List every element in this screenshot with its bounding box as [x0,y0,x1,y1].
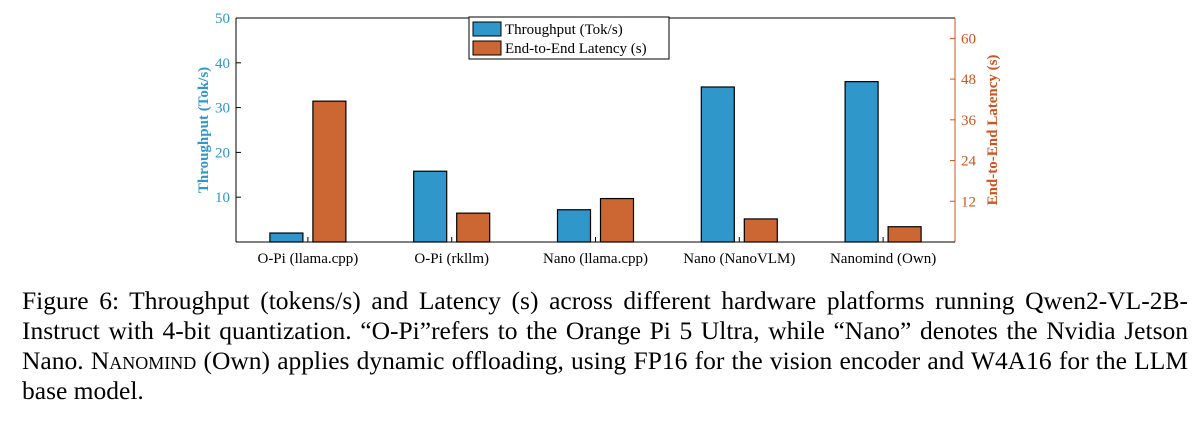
x-tick-label: Nanomind (Own) [830,251,936,267]
bar-throughput-1 [269,232,304,243]
x-tick-label: Nano (NanoVLM) [683,251,795,267]
caption-text-prefix: Figure 6: Throughput (tokens/s) and Late… [22,286,1188,375]
bar-latency-5 [887,226,922,243]
right-tick-label: 48 [961,72,976,88]
x-axis-ticks: O-Pi (llama.cpp) O-Pi (rkllm) Nano (llama.… [257,237,936,267]
plot-area [269,81,922,243]
legend-label-latency: End-to-End Latency (s) [505,41,647,57]
caption-method-name: Nanomind [90,346,197,375]
bar-throughput-2 [413,170,448,243]
legend-box [468,16,670,60]
bar-throughput-5 [844,81,879,243]
right-tick-label: 60 [961,31,976,47]
right-tick-label: 24 [961,154,977,170]
right-axis-ticks: 12 24 36 48 60 [950,31,977,210]
left-axis-label: Throughput (Tok/s) [196,67,212,193]
right-tick-label: 36 [961,113,977,129]
left-tick-label: 40 [215,56,230,72]
legend-label-throughput: Throughput (Tok/s) [505,22,623,38]
right-tick-label: 12 [961,194,976,210]
bar-latency-4 [743,218,778,243]
left-axis-ticks: 10 20 30 40 50 [215,11,241,206]
x-tick-label: O-Pi (rkllm) [414,251,489,267]
x-tick-label: O-Pi (llama.cpp) [257,251,358,267]
bar-latency-1 [312,100,347,243]
left-tick-label: 20 [215,145,230,161]
bar-throughput-3 [556,209,592,243]
figure-caption: Figure 6: Throughput (tokens/s) and Late… [22,286,1188,406]
left-tick-label: 30 [215,101,230,117]
left-tick-label: 50 [215,11,230,27]
x-tick-label: Nano (llama.cpp) [543,251,648,267]
caption-text-suffix: (Own) applies dynamic offloading, using … [22,346,1188,405]
legend: Throughput (Tok/s) End-to-End Latency (s… [468,16,670,60]
bar-throughput-4 [700,86,735,243]
bar-latency-3 [599,197,635,243]
bar-latency-2 [456,212,491,243]
legend-swatch-latency [472,40,502,56]
right-axis-label: End-to-End Latency (s) [985,55,1001,206]
legend-swatch-throughput [472,21,502,37]
left-tick-label: 10 [215,190,230,206]
